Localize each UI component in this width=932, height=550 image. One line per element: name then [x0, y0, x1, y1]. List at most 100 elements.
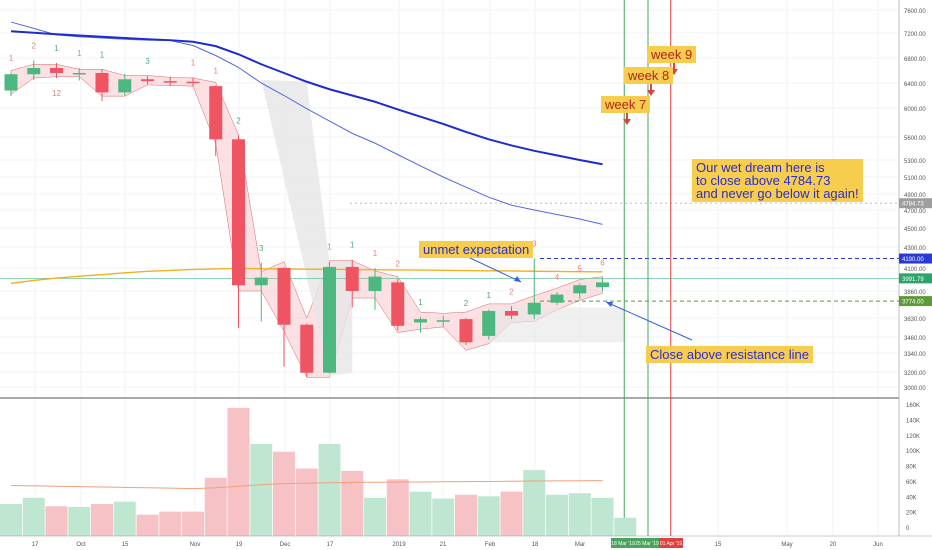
td-count-label: 4 — [555, 273, 560, 282]
arrow-close — [605, 301, 693, 341]
volume-bar — [500, 491, 523, 536]
candle — [323, 266, 336, 373]
moving-averages — [10, 21, 603, 285]
candle — [391, 282, 405, 326]
time-axis-bg — [0, 536, 932, 550]
price-tick-label: 4700.00 — [904, 209, 926, 215]
volume-bar — [273, 451, 295, 536]
td-count-label: 1 — [214, 67, 219, 76]
volume-tick-label: 160K — [906, 403, 920, 409]
candle — [118, 79, 132, 93]
td-count-label: 1 — [77, 49, 82, 58]
td-count-label: 2 — [509, 287, 514, 296]
td-count-label: 5 — [578, 264, 583, 273]
time-tick-label: 17 — [32, 542, 39, 548]
date-badge-label: 18 Mar '19 — [611, 541, 635, 547]
volume-bar — [455, 494, 477, 536]
time-tick-label: Dec — [280, 542, 291, 548]
ma-slow-line — [10, 267, 603, 285]
volume-bars — [0, 407, 637, 536]
td-count-label: 1 — [350, 241, 355, 250]
volume-ma-line — [10, 480, 603, 490]
arrow-unmet-head — [514, 276, 521, 282]
price-tick-label: 3460.00 — [904, 336, 926, 342]
time-tick-label: Nov — [190, 542, 201, 548]
volume-bar — [546, 494, 568, 536]
volume-bar — [523, 470, 546, 536]
horizontal-levels — [0, 202, 899, 302]
volume-bar — [591, 497, 614, 536]
td-count-label: 1 — [54, 44, 59, 53]
time-tick-label: 17 — [327, 542, 334, 548]
td-count-label: 6 — [600, 259, 605, 268]
price-tick-label: 4300.00 — [904, 246, 926, 252]
price-badge — [899, 198, 932, 209]
volume-bar — [341, 470, 364, 536]
volume-bar — [113, 501, 136, 536]
td-count-label: 12 — [52, 89, 61, 98]
volume-bar — [182, 511, 204, 536]
volume-bar — [136, 514, 159, 536]
time-tick-label: 15 — [122, 542, 129, 548]
price-tick-label: 5600.00 — [904, 136, 926, 142]
time-tick-label: Feb — [485, 542, 496, 548]
volume-bar — [159, 511, 182, 536]
volume-tick-label: 20K — [906, 511, 917, 517]
td-count-label: 1 — [100, 50, 105, 59]
week-7-arrow-head — [623, 119, 631, 125]
volume-bar — [614, 517, 637, 536]
price-badge-label: 3774.00 — [902, 300, 924, 306]
candle — [95, 73, 109, 93]
volume-bar — [364, 497, 386, 536]
price-tick-label: 6800.00 — [904, 57, 926, 63]
candle — [254, 277, 268, 286]
time-tick-label: 2019 — [392, 542, 406, 548]
wet-dream-note: Our wet dream here is to close above 478… — [692, 159, 863, 202]
price-tick-label: 4900.00 — [904, 193, 926, 199]
time-tick-label: 15 — [715, 542, 722, 548]
time-tick-label: 19 — [236, 542, 243, 548]
candle — [163, 81, 177, 83]
date-badge — [635, 538, 659, 548]
price-tick-label: 4100.00 — [904, 267, 926, 273]
price-tick-label: 6400.00 — [904, 82, 926, 88]
price-tick-label: 3630.00 — [904, 317, 926, 323]
arrow-unmet — [467, 256, 522, 283]
candle — [505, 310, 518, 316]
price-tick-label: 4500.00 — [904, 227, 926, 233]
volume-bar — [45, 506, 68, 536]
candle — [72, 73, 86, 75]
td-count-label: 1 — [9, 54, 14, 63]
ma-short-line — [10, 21, 603, 225]
candle — [527, 302, 541, 315]
candle — [368, 276, 382, 291]
time-tick-label: 21 — [440, 542, 447, 548]
candle — [573, 285, 587, 294]
candle — [345, 266, 359, 291]
price-badge — [899, 273, 932, 284]
volume-tick-label: 140K — [906, 418, 920, 424]
week-7-label: week 7 — [601, 96, 651, 113]
close-above-resistance-label: Close above resistance line — [646, 346, 813, 363]
week-8-label: week 8 — [624, 67, 674, 84]
candle — [459, 319, 473, 343]
price-tick-label: 5300.00 — [904, 159, 926, 165]
volume-tick-label: 120K — [906, 434, 920, 440]
candle — [277, 268, 291, 325]
volume-bar — [318, 443, 341, 536]
shadow-block — [488, 307, 626, 343]
volume-bar — [432, 498, 455, 536]
time-tick-label: 20 — [830, 542, 837, 548]
candles[interactable] — [4, 60, 610, 378]
time-tick-label: Oct — [76, 542, 86, 548]
volume-bar — [22, 497, 45, 536]
td-count-label: 1 — [373, 249, 378, 258]
candle — [209, 86, 223, 140]
td-count-label: 2 — [464, 299, 469, 308]
candle — [232, 139, 245, 286]
price-tick-label: 3000.00 — [904, 386, 926, 392]
volume-bar — [568, 493, 591, 536]
price-badge-label: 4784.73 — [902, 202, 924, 208]
